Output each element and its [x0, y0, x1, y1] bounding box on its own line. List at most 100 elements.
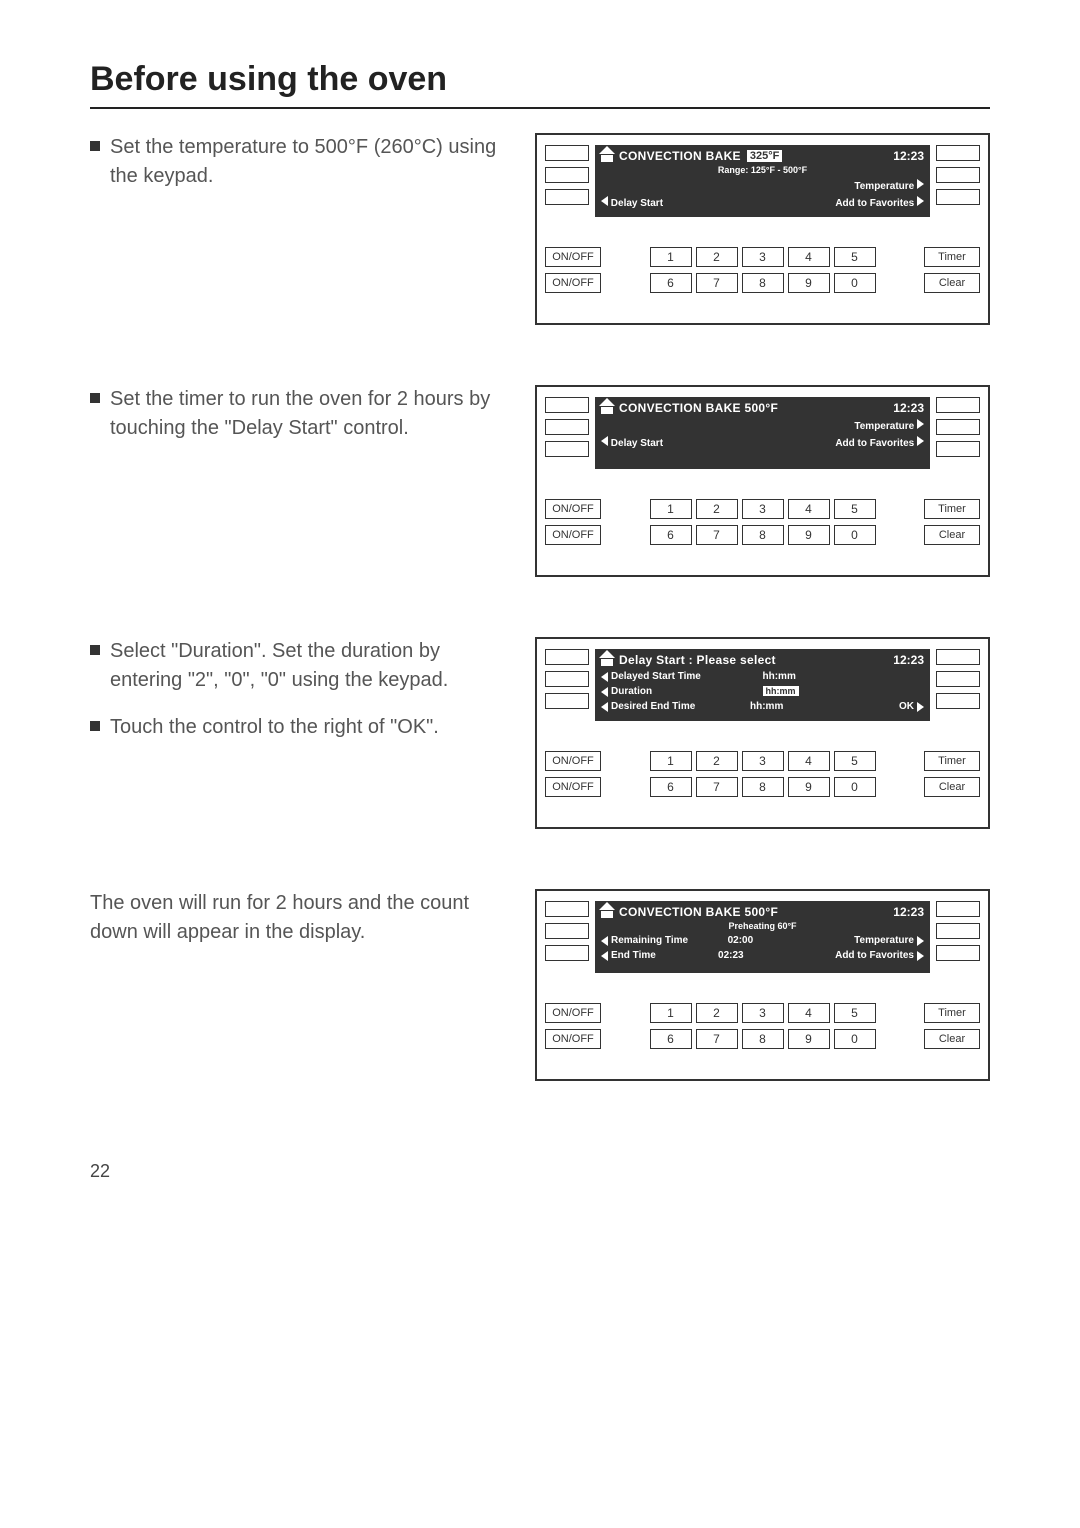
keypad-2[interactable]: 2	[696, 247, 738, 267]
keypad-9[interactable]: 9	[788, 525, 830, 545]
soft-key[interactable]	[936, 167, 980, 183]
soft-key[interactable]	[545, 671, 589, 687]
lcd-line-left[interactable]: Delayed Start Time	[601, 671, 763, 682]
soft-key[interactable]	[545, 397, 589, 413]
keypad-0[interactable]: 0	[834, 1029, 876, 1049]
lcd-line-left[interactable]: Duration	[601, 686, 763, 697]
keypad-6[interactable]: 6	[650, 525, 692, 545]
keypad-4[interactable]: 4	[788, 1003, 830, 1023]
keypad-4[interactable]: 4	[788, 499, 830, 519]
soft-key[interactable]	[545, 901, 589, 917]
onoff-button[interactable]: ON/OFF	[545, 777, 601, 797]
keypad-8[interactable]: 8	[742, 525, 784, 545]
timer-button[interactable]: Timer	[924, 247, 980, 267]
soft-key[interactable]	[936, 945, 980, 961]
soft-key[interactable]	[936, 145, 980, 161]
lcd-line-left[interactable]: End Time	[601, 950, 718, 961]
keypad-6[interactable]: 6	[650, 777, 692, 797]
keypad-3[interactable]: 3	[742, 1003, 784, 1023]
clock: 12:23	[893, 149, 924, 163]
lcd-line-left[interactable]: Delay Start	[601, 436, 663, 449]
right-softkeys	[936, 901, 980, 973]
keypad-9[interactable]: 9	[788, 273, 830, 293]
clear-button[interactable]: Clear	[924, 525, 980, 545]
soft-key[interactable]	[936, 693, 980, 709]
soft-key[interactable]	[545, 419, 589, 435]
soft-key[interactable]	[936, 901, 980, 917]
soft-key[interactable]	[936, 419, 980, 435]
onoff-button[interactable]: ON/OFF	[545, 499, 601, 519]
onoff-button[interactable]: ON/OFF	[545, 247, 601, 267]
lcd-line-right[interactable]: Temperature	[854, 179, 924, 192]
soft-key[interactable]	[936, 441, 980, 457]
timer-button[interactable]: Timer	[924, 751, 980, 771]
keypad-8[interactable]: 8	[742, 1029, 784, 1049]
keypad-7[interactable]: 7	[696, 777, 738, 797]
keypad-9[interactable]: 9	[788, 777, 830, 797]
timer-button[interactable]: Timer	[924, 1003, 980, 1023]
keypad-3[interactable]: 3	[742, 751, 784, 771]
keypad-1[interactable]: 1	[650, 499, 692, 519]
onoff-button[interactable]: ON/OFF	[545, 1029, 601, 1049]
soft-key[interactable]	[545, 693, 589, 709]
keypad-9[interactable]: 9	[788, 1029, 830, 1049]
keypad-2[interactable]: 2	[696, 751, 738, 771]
keypad-2[interactable]: 2	[696, 1003, 738, 1023]
soft-key[interactable]	[936, 649, 980, 665]
keypad-0[interactable]: 0	[834, 525, 876, 545]
keypad-7[interactable]: 7	[696, 525, 738, 545]
onoff-button[interactable]: ON/OFF	[545, 1003, 601, 1023]
keypad-5[interactable]: 5	[834, 247, 876, 267]
keypad-1[interactable]: 1	[650, 247, 692, 267]
left-softkeys	[545, 397, 589, 469]
lcd-line-left[interactable]: Remaining Time	[601, 935, 728, 946]
keypad-0[interactable]: 0	[834, 777, 876, 797]
lcd-line-right[interactable]: Temperature	[854, 419, 924, 432]
keypad-7[interactable]: 7	[696, 1029, 738, 1049]
lcd-line-right[interactable]: Add to Favorites	[835, 436, 924, 449]
clear-button[interactable]: Clear	[924, 1029, 980, 1049]
keypad-3[interactable]: 3	[742, 499, 784, 519]
soft-key[interactable]	[936, 397, 980, 413]
right-softkeys	[936, 649, 980, 721]
soft-key[interactable]	[545, 923, 589, 939]
keypad-1[interactable]: 1	[650, 751, 692, 771]
keypad-4[interactable]: 4	[788, 751, 830, 771]
keypad-5[interactable]: 5	[834, 499, 876, 519]
soft-key[interactable]	[545, 189, 589, 205]
lcd-line-left[interactable]: Desired End Time	[601, 701, 750, 712]
keypad-0[interactable]: 0	[834, 273, 876, 293]
timer-button[interactable]: Timer	[924, 499, 980, 519]
keypad-5[interactable]: 5	[834, 1003, 876, 1023]
soft-key[interactable]	[936, 923, 980, 939]
keypad-4[interactable]: 4	[788, 247, 830, 267]
keypad-1[interactable]: 1	[650, 1003, 692, 1023]
lcd-line-left[interactable]: Delay Start	[601, 196, 663, 209]
onoff-button[interactable]: ON/OFF	[545, 525, 601, 545]
keypad-6[interactable]: 6	[650, 1029, 692, 1049]
left-arrow-icon	[601, 196, 608, 206]
soft-key[interactable]	[545, 167, 589, 183]
keypad-3[interactable]: 3	[742, 247, 784, 267]
keypad-6[interactable]: 6	[650, 273, 692, 293]
keypad-8[interactable]: 8	[742, 777, 784, 797]
soft-key[interactable]	[545, 945, 589, 961]
keypad-7[interactable]: 7	[696, 273, 738, 293]
onoff-button[interactable]: ON/OFF	[545, 751, 601, 771]
soft-key[interactable]	[936, 189, 980, 205]
keypad-5[interactable]: 5	[834, 751, 876, 771]
lcd-line-right[interactable]: Add to Favorites	[835, 950, 924, 961]
soft-key[interactable]	[545, 649, 589, 665]
lcd-line-right[interactable]: Temperature	[854, 935, 924, 946]
clear-button[interactable]: Clear	[924, 273, 980, 293]
left-softkeys	[545, 145, 589, 217]
clear-button[interactable]: Clear	[924, 777, 980, 797]
soft-key[interactable]	[545, 145, 589, 161]
soft-key[interactable]	[545, 441, 589, 457]
keypad-8[interactable]: 8	[742, 273, 784, 293]
soft-key[interactable]	[936, 671, 980, 687]
keypad-2[interactable]: 2	[696, 499, 738, 519]
lcd-line-right[interactable]: OK	[899, 701, 924, 712]
onoff-button[interactable]: ON/OFF	[545, 273, 601, 293]
lcd-line-right[interactable]: Add to Favorites	[835, 196, 924, 209]
